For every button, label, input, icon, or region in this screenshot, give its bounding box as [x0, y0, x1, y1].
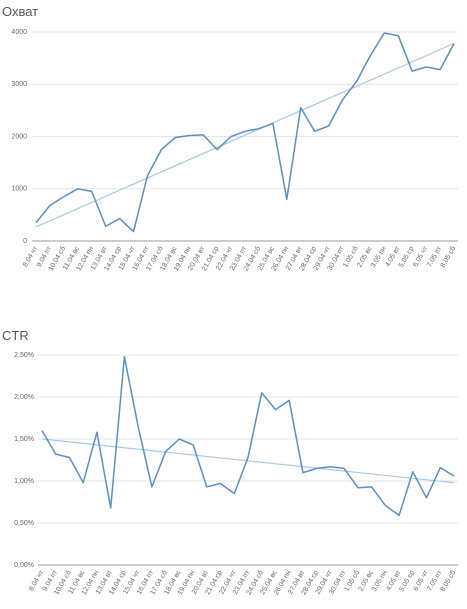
trend-line [35, 42, 455, 228]
y-tick-label: 1000 [11, 186, 27, 193]
chart-title: Охват [2, 4, 38, 19]
y-tick-label: 1,00% [14, 478, 34, 485]
y-tick-label: 0,50% [14, 520, 34, 527]
trend-line [41, 438, 455, 484]
chart-title: CTR [2, 328, 29, 343]
series-line [41, 355, 455, 517]
y-tick-label: 0 [23, 238, 27, 245]
y-tick-label: 1,50% [14, 436, 34, 443]
y-tick-label: 3000 [11, 81, 27, 88]
y-tick-label: 4000 [11, 29, 27, 36]
y-tick-label: 0,00% [14, 562, 34, 569]
y-tick-label: 2,50% [14, 352, 34, 359]
series-line [35, 32, 455, 233]
y-tick-label: 2000 [11, 133, 27, 140]
y-tick-label: 2,00% [14, 394, 34, 401]
